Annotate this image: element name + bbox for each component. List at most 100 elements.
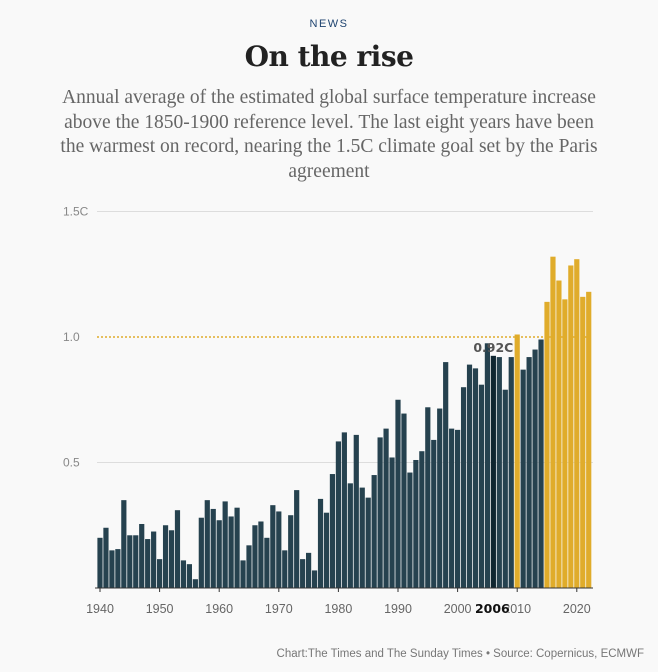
- bar-1977: [317, 498, 324, 588]
- x-tick-label: 2010: [503, 602, 531, 616]
- y-tick-label: 1.0: [63, 330, 80, 344]
- bar-2008: [502, 389, 508, 588]
- bar-1973: [294, 490, 300, 588]
- bar-1984: [359, 487, 365, 588]
- bar-1979: [329, 474, 336, 588]
- bar-2000: [455, 429, 461, 588]
- y-tick-label: 0.5: [63, 456, 80, 470]
- bar-1968: [264, 537, 270, 588]
- bar-1978: [323, 512, 330, 588]
- bar-1958: [204, 500, 210, 588]
- bar-1983: [353, 434, 359, 588]
- bar-1972: [288, 515, 294, 588]
- bar-1960: [216, 520, 222, 588]
- bar-1989: [389, 457, 395, 588]
- bar-1947: [139, 523, 145, 588]
- bar-1940: [97, 537, 103, 588]
- bar-2009: [508, 357, 514, 588]
- bar-1962: [228, 516, 234, 588]
- bar-1993: [413, 459, 419, 588]
- bar-1961: [222, 501, 228, 588]
- bar-2019: [568, 265, 574, 588]
- bar-1981: [341, 432, 347, 588]
- bar-2001: [460, 387, 467, 588]
- highlight-year-label: 2006: [475, 601, 510, 616]
- bar-1946: [133, 535, 139, 588]
- x-tick-label: 1970: [265, 602, 293, 616]
- bar-2003: [472, 368, 479, 588]
- bar-1966: [252, 525, 258, 588]
- bar-1985: [365, 497, 371, 588]
- bar-2006: [490, 355, 496, 588]
- section-kicker[interactable]: NEWS: [309, 18, 349, 30]
- bar-2011: [520, 369, 526, 588]
- bar-1951: [162, 525, 169, 588]
- x-tick-label: 1990: [384, 602, 412, 616]
- bar-2012: [526, 357, 532, 588]
- bar-2021: [580, 296, 586, 588]
- bar-1990: [395, 399, 401, 588]
- bar-2022: [586, 291, 592, 588]
- bar-1969: [270, 505, 276, 588]
- bar-1956: [192, 579, 198, 588]
- bar-1994: [419, 451, 425, 588]
- bar-1948: [145, 539, 151, 588]
- bar-1991: [401, 413, 407, 588]
- subtitle: Annual average of the estimated global s…: [60, 87, 598, 182]
- bar-2014: [538, 339, 544, 588]
- bar-2020: [574, 259, 580, 588]
- bar-1974: [300, 559, 306, 588]
- bar-1987: [377, 437, 383, 588]
- bar-2016: [550, 256, 556, 588]
- bar-1997: [437, 408, 443, 588]
- bar-2005: [484, 343, 490, 588]
- bar-1950: [157, 559, 163, 588]
- bar-1988: [383, 428, 389, 588]
- bar-1998: [443, 362, 449, 588]
- bar-2004: [478, 384, 485, 588]
- bar-1957: [198, 517, 204, 588]
- bar-1953: [174, 510, 181, 588]
- x-tick-label: 1940: [86, 602, 114, 616]
- bar-1976: [311, 570, 318, 588]
- x-tick-label: 1960: [205, 602, 233, 616]
- bar-1999: [449, 428, 455, 588]
- y-tick-label: 1.5C: [63, 205, 89, 219]
- bar-1996: [431, 439, 437, 588]
- bar-2010: [514, 334, 520, 588]
- page-title: On the rise: [244, 40, 414, 73]
- x-tick-label: 2000: [444, 602, 472, 616]
- bar-1995: [425, 407, 431, 588]
- bar-1944: [121, 500, 127, 588]
- bar-2017: [556, 280, 562, 588]
- bar-2018: [562, 299, 568, 588]
- bar-1980: [335, 441, 341, 588]
- bar-1941: [103, 527, 109, 588]
- bar-1964: [240, 560, 246, 588]
- bar-1992: [407, 472, 413, 588]
- bar-1959: [210, 508, 216, 588]
- bar-1971: [282, 550, 288, 588]
- bar-2002: [466, 364, 473, 588]
- bar-2013: [532, 349, 538, 588]
- bar-1949: [151, 531, 157, 588]
- x-tick-label: 2020: [563, 602, 591, 616]
- bar-1945: [127, 535, 133, 588]
- bar-2007: [496, 357, 502, 588]
- bar-1954: [180, 560, 187, 588]
- bar-1967: [258, 521, 264, 588]
- bar-2015: [544, 301, 550, 588]
- bar-1942: [109, 550, 115, 588]
- bar-1986: [371, 475, 377, 588]
- bar-1965: [246, 545, 252, 588]
- x-tick-label: 1950: [146, 602, 174, 616]
- source-footer: Chart:The Times and The Sunday Times • S…: [276, 648, 644, 660]
- bar-1975: [306, 552, 312, 588]
- bar-1963: [234, 507, 240, 588]
- bar-1970: [276, 511, 282, 588]
- x-tick-label: 1980: [324, 602, 352, 616]
- bar-1982: [347, 483, 353, 588]
- highlight-label-bg: [477, 600, 509, 617]
- highlight-annotation: 0.92C: [473, 340, 513, 355]
